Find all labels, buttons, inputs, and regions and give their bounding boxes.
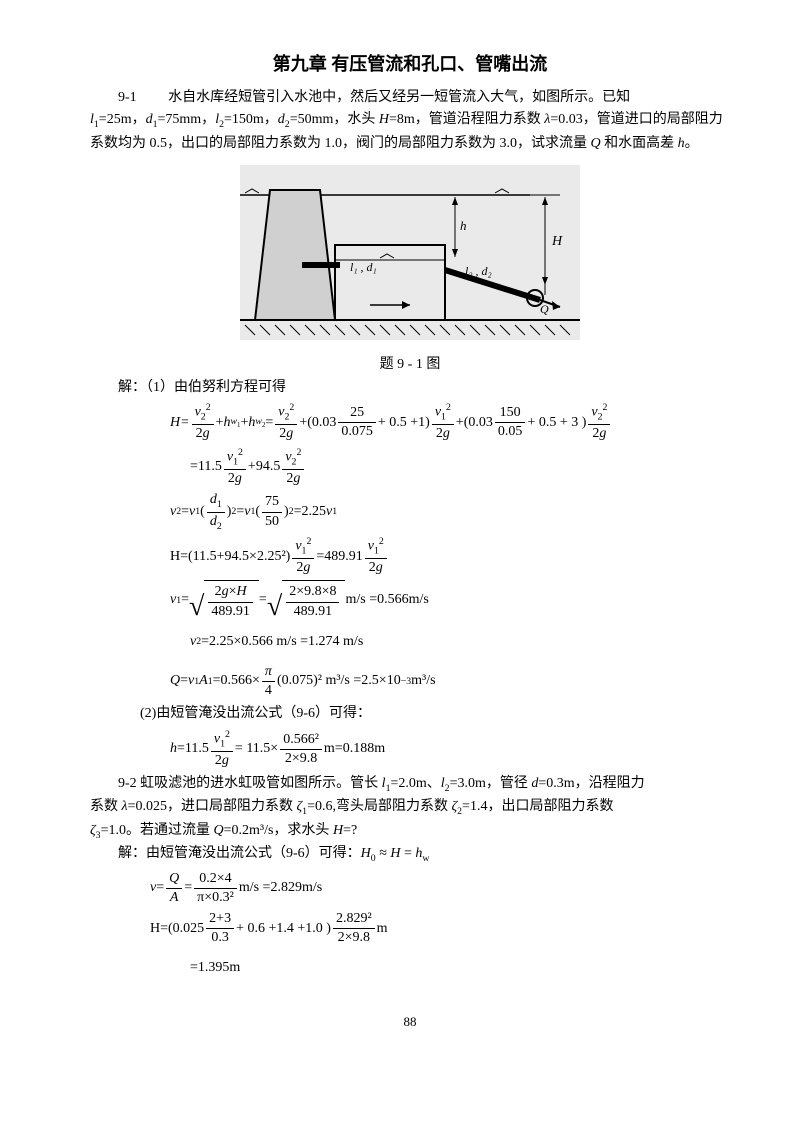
svg-text:l₁ , d₁: l₁ , d₁	[350, 260, 377, 274]
chapter-title: 第九章 有压管流和孔口、管嘴出流	[90, 50, 730, 79]
t: =2.25	[294, 501, 326, 523]
t: + 0.5 +1)	[378, 412, 430, 434]
t: + 0.5 + 3 )	[527, 412, 586, 434]
t: +(0.03	[456, 412, 493, 434]
figure-caption: 题 9 - 1 图	[90, 354, 730, 376]
problem-9-1-text-2: l1=25m，d1=75mm，l2=150m，d2=50mm，水头 H=8m，管…	[90, 109, 730, 155]
solution-9-2: 解：由短管淹没出流公式（9-6）可得：H0 ≈ H = hw	[90, 843, 730, 866]
eq1-lhs: H=	[170, 412, 190, 434]
t: =11.5	[190, 456, 222, 478]
problem-9-2-text: 9-2 虹吸滤池的进水虹吸管如图所示。管长 l1=2.0m、l2=3.0m，管径…	[90, 773, 730, 796]
equation-3: v2 = v1( d1d2 )2 = v1( 7550 )2 =2.25 v1	[170, 491, 730, 533]
t: m/s =2.829m/s	[239, 877, 322, 899]
equation-B: H=(0.025 2+30.3 + 0.6 +1.4 +1.0 ) 2.829²…	[150, 910, 730, 947]
equation-8: h=11.5 v122g = 11.5× 0.566²2×9.8 m=0.188…	[170, 729, 730, 770]
t: =1.395m	[190, 957, 240, 979]
t: =0.566×	[213, 670, 260, 692]
svg-text:h: h	[460, 218, 467, 233]
equation-6: v2 =2.25×0.566 m/s =1.274 m/s	[190, 624, 730, 660]
t: =489.91	[316, 546, 362, 568]
t: +(0.03	[299, 412, 336, 434]
t: m³/s	[411, 670, 435, 692]
figure-9-1: l₁ , d₁ l₂ , d₂ Q h H	[90, 165, 730, 348]
svg-text:l₂ , d₂: l₂ , d₂	[465, 264, 492, 278]
part2-label: (2)由短管淹没出流公式（9-6）可得：	[140, 703, 730, 725]
t: H=(11.5+94.5×	[170, 546, 257, 568]
t: +94.5	[248, 456, 280, 478]
problem-label: 9-1	[118, 90, 137, 105]
t: = 11.5×	[235, 738, 278, 760]
svg-text:Q: Q	[540, 302, 549, 316]
page-number: 88	[90, 1012, 730, 1033]
equation-1: H= v222g + hw1 + hw2= v222g +(0.03 250.0…	[170, 402, 730, 443]
equation-A: v = QA = 0.2×4π×0.3² m/s =2.829m/s	[150, 870, 730, 907]
problem-9-2-text-2: 系数 λ=0.025，进口局部阻力系数 ζ1=0.6,弯头局部阻力系数 ζ2=1…	[90, 796, 730, 819]
t: + 0.6 +1.4 +1.0 )	[236, 918, 331, 940]
t: m/s =0.566m/s	[345, 589, 428, 611]
equation-2: =11.5 v122g +94.5 v222g	[190, 447, 730, 488]
equation-5: v1 = √2g×H489.91 = √2×9.8×8489.91 m/s =0…	[170, 580, 730, 620]
equation-C: =1.395m	[190, 951, 730, 987]
solution-label-1: 解：（1）由伯努利方程可得	[90, 377, 730, 399]
problem-9-2-text-3: ζ3=1.0。若通过流量 Q=0.2m³/s，求水头 H=?	[90, 820, 730, 843]
t: (0.075)² m³/s =2.5×	[277, 670, 387, 692]
t: 2.25²)	[257, 546, 290, 568]
t: m=0.188m	[324, 738, 385, 760]
problem-text-1: 水自水库经短管引入水池中，然后又经另一短管流入大气，如图所示。已知	[168, 90, 630, 105]
t: H=(0.025	[150, 918, 204, 940]
equation-7: Q= v1 A1 =0.566× π4 (0.075)² m³/s =2.5×1…	[170, 663, 730, 700]
equation-4: H=(11.5+94.5× 2.25²) v122g =489.91 v122g	[170, 536, 730, 577]
problem-9-1-text: 9-1 水自水库经短管引入水池中，然后又经另一短管流入大气，如图所示。已知	[90, 87, 730, 109]
svg-text:H: H	[551, 234, 563, 249]
t: m	[377, 918, 388, 940]
